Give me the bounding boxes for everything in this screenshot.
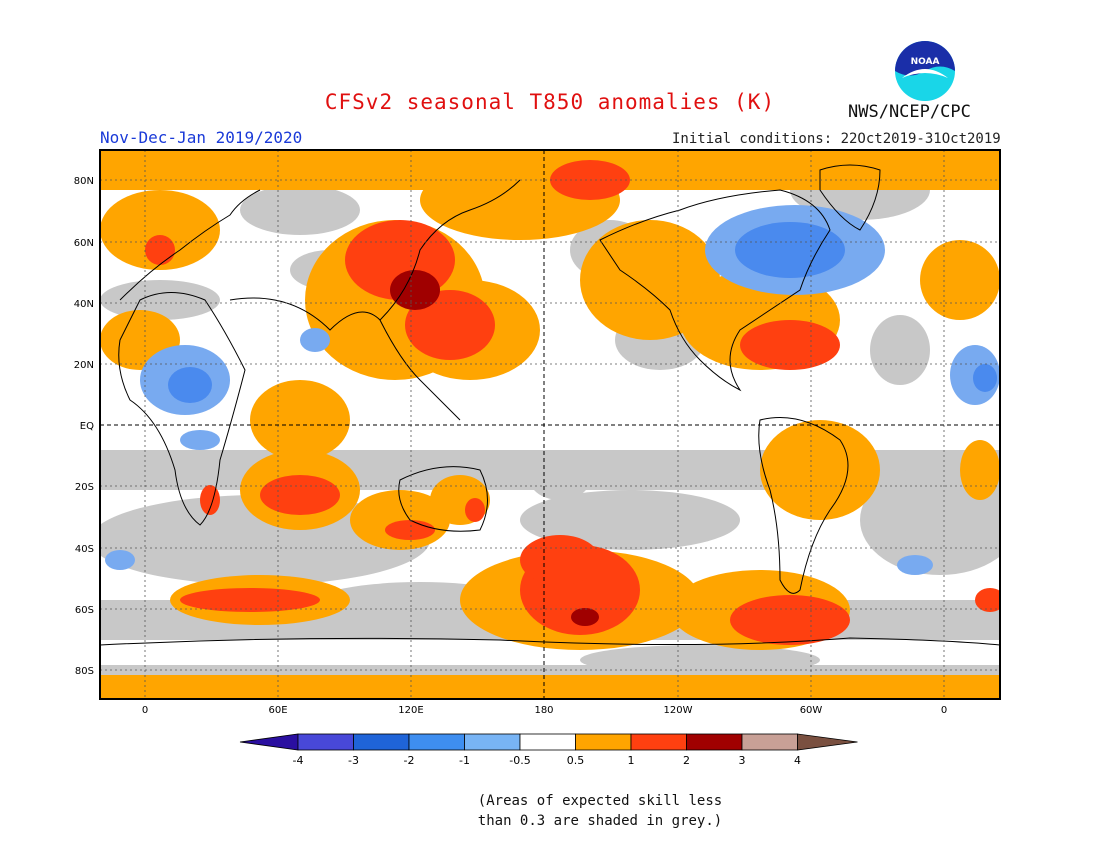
lat-label: 80N	[74, 176, 94, 187]
forecast-period: Nov-Dec-Jan 2019/2020	[100, 128, 303, 147]
colorbar-label: 0.5	[567, 754, 585, 767]
map-field	[100, 150, 1000, 699]
map-frame	[99, 149, 1001, 700]
dark-red-anomaly-areas	[390, 270, 599, 626]
colorbar-label: -0.5	[509, 754, 530, 767]
longitude-labels: 0 60E 120E 180 120W 60W 0	[142, 705, 947, 716]
lon-label: 120E	[398, 705, 423, 716]
lon-label: 60E	[268, 705, 287, 716]
colorbar-box	[353, 733, 410, 751]
lat-label: 60S	[75, 605, 94, 616]
colorbar-label: -2	[404, 754, 415, 767]
colorbar-box	[575, 733, 632, 751]
colorbar-box	[408, 733, 465, 751]
lat-label: 20N	[74, 360, 94, 371]
skill-note-line: than 0.3 are shaded in grey.)	[477, 813, 723, 829]
colorbar-label: 1	[628, 754, 635, 767]
lat-label: 80S	[75, 666, 94, 677]
lon-label: 120W	[664, 705, 693, 716]
colorbar-box	[630, 733, 687, 751]
colorbar-arrow-low	[239, 733, 299, 751]
colorbar-arrow-high	[797, 733, 858, 751]
lat-label: 20S	[75, 482, 94, 493]
lat-label: 40S	[75, 544, 94, 555]
colorbar-box	[741, 733, 798, 751]
colorbar-label: 3	[739, 754, 746, 767]
agency-label: NWS/NCEP/CPC	[848, 102, 971, 122]
coastlines	[100, 164, 1000, 646]
lat-label: EQ	[80, 421, 94, 432]
logo-text: NOAA	[911, 57, 940, 67]
colorbar	[239, 733, 858, 751]
lon-label: 60W	[800, 705, 823, 716]
colorbar-label: 2	[683, 754, 690, 767]
colorbar-label: 4	[794, 754, 801, 767]
lon-label: 180	[534, 705, 553, 716]
colorbar-box	[464, 733, 521, 751]
colorbar-label: -3	[348, 754, 359, 767]
equator-dateline	[100, 150, 1000, 699]
colorbar-label: -4	[293, 754, 304, 767]
lat-label: 60N	[74, 238, 94, 249]
noaa-logo: NOAA	[895, 41, 955, 101]
colorbar-box	[519, 733, 576, 751]
blue-anomaly-areas	[168, 222, 997, 403]
lon-label: 0	[941, 705, 947, 716]
red-anomaly-areas	[145, 160, 1000, 645]
initial-conditions: Initial conditions: 22Oct2019-31Oct2019	[672, 131, 1001, 147]
lat-label: 40N	[74, 299, 94, 310]
colorbar-box	[297, 733, 354, 751]
colorbar-box	[686, 733, 743, 751]
colorbar-labels: -4 -3 -2 -1 -0.5 0.5 1 2 3 4	[293, 754, 801, 767]
gridlines	[100, 150, 1000, 699]
map-title: CFSv2 seasonal T850 anomalies (K)	[324, 90, 776, 114]
lon-label: 0	[142, 705, 148, 716]
skill-note-line: (Areas of expected skill less	[477, 793, 723, 809]
latitude-labels: 80N 60N 40N 20N EQ 20S 40S 60S 80S	[74, 176, 94, 677]
skill-note: (Areas of expected skill less than 0.3 a…	[440, 791, 760, 831]
colorbar-label: -1	[459, 754, 470, 767]
